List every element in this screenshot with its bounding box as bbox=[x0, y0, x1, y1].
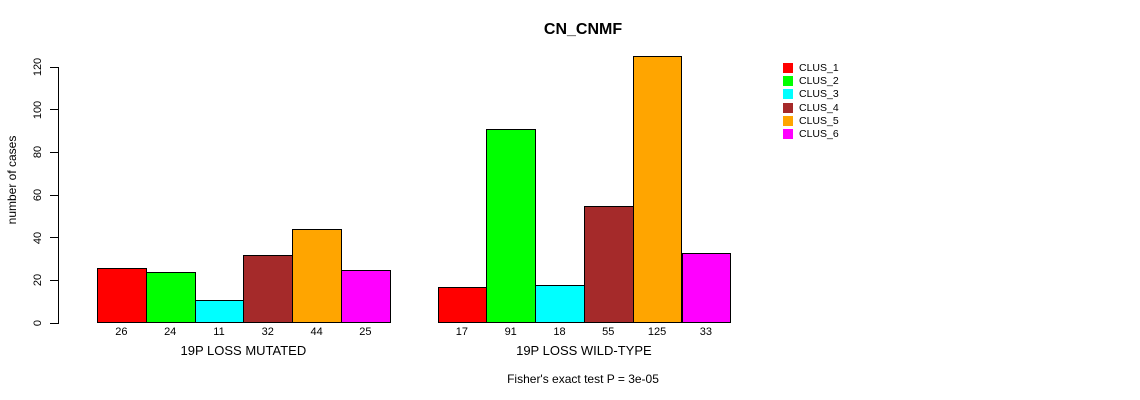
bar-value-label: 125 bbox=[647, 326, 667, 338]
legend-label: CLUS_6 bbox=[799, 128, 839, 141]
y-tick-label: 60 bbox=[32, 188, 44, 202]
y-tick-label: 40 bbox=[32, 231, 44, 244]
y-axis-line bbox=[58, 67, 59, 324]
bar-value-label: 91 bbox=[504, 326, 517, 338]
legend: CLUS_1 CLUS_2 CLUS_3 CLUS_4 CLUS_5 CLUS_6 bbox=[783, 61, 839, 141]
y-tick-mark bbox=[50, 109, 58, 111]
stat-annotation: Fisher's exact test P = 3e-05 bbox=[507, 372, 659, 386]
legend-item-clus_6: CLUS_6 bbox=[783, 127, 839, 140]
legend-item-clus_4: CLUS_4 bbox=[783, 101, 839, 114]
y-tick-mark bbox=[50, 279, 58, 281]
legend-item-clus_5: CLUS_5 bbox=[783, 114, 839, 127]
bar-value-label: 18 bbox=[553, 326, 566, 338]
y-axis-label: number of cases bbox=[5, 135, 19, 225]
bar-value-label: 25 bbox=[359, 326, 372, 338]
legend-swatch-icon bbox=[783, 115, 793, 126]
y-tick-label: 0 bbox=[32, 319, 44, 327]
bar-clus_5-group2 bbox=[632, 56, 683, 323]
bar-value-label: 11 bbox=[213, 326, 225, 338]
legend-swatch-icon bbox=[783, 129, 793, 140]
y-tick-label: 120 bbox=[32, 57, 44, 77]
y-tick-label: 100 bbox=[32, 100, 44, 119]
bar-clus_2-group2 bbox=[486, 128, 537, 323]
bar-clus_3-group1 bbox=[194, 299, 245, 323]
y-tick-label: 20 bbox=[32, 274, 44, 287]
bar-clus_3-group2 bbox=[535, 284, 585, 323]
bar-value-label: 33 bbox=[699, 326, 713, 338]
bar-value-label: 17 bbox=[455, 326, 469, 338]
bar-value-label: 24 bbox=[164, 326, 177, 338]
legend-label: CLUS_1 bbox=[799, 61, 839, 74]
legend-label: CLUS_4 bbox=[799, 101, 839, 114]
bar-clus_4-group2 bbox=[583, 205, 634, 323]
legend-label: CLUS_2 bbox=[799, 74, 839, 87]
chart-title: CN_CNMF bbox=[543, 21, 623, 38]
y-tick-mark bbox=[50, 237, 58, 239]
group-label: 19P LOSS WILD-TYPE bbox=[516, 343, 652, 358]
bar-clus_1-group1 bbox=[97, 267, 147, 323]
y-tick-mark bbox=[50, 151, 58, 153]
legend-swatch-icon bbox=[783, 62, 793, 73]
bar-value-label: 32 bbox=[261, 326, 274, 338]
legend-item-clus_2: CLUS_2 bbox=[783, 74, 839, 87]
y-tick-label: 80 bbox=[32, 146, 44, 159]
legend-label: CLUS_3 bbox=[799, 88, 839, 101]
bar-value-label: 55 bbox=[602, 326, 615, 338]
bar-clus_5-group1 bbox=[292, 229, 342, 323]
y-tick-mark bbox=[50, 322, 58, 324]
legend-label: CLUS_5 bbox=[799, 114, 839, 127]
bar-clus_6-group2 bbox=[681, 252, 732, 323]
bar-value-label: 26 bbox=[115, 326, 128, 338]
legend-item-clus_3: CLUS_3 bbox=[783, 88, 839, 101]
y-tick-mark bbox=[50, 194, 58, 196]
group-label: 19P LOSS MUTATED bbox=[180, 343, 307, 358]
bar-clus_4-group1 bbox=[243, 254, 294, 323]
legend-swatch-icon bbox=[783, 75, 793, 86]
bar-clus_6-group1 bbox=[341, 269, 391, 323]
legend-swatch-icon bbox=[783, 102, 793, 113]
legend-swatch-icon bbox=[783, 89, 793, 100]
bar-clus_2-group1 bbox=[145, 271, 196, 323]
bar-value-label: 44 bbox=[310, 326, 323, 338]
bar-clus_1-group2 bbox=[437, 286, 488, 323]
y-tick-mark bbox=[50, 66, 58, 68]
legend-item-clus_1: CLUS_1 bbox=[783, 61, 839, 74]
